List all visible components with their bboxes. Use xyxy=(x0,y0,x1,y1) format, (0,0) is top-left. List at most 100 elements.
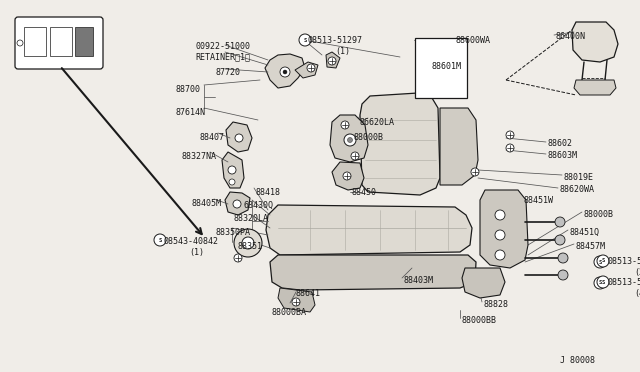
Circle shape xyxy=(228,166,236,174)
Text: 00922-51000: 00922-51000 xyxy=(195,42,250,51)
Polygon shape xyxy=(572,22,618,62)
Circle shape xyxy=(235,134,243,142)
Text: 88602: 88602 xyxy=(548,139,573,148)
Circle shape xyxy=(229,179,235,185)
Text: S: S xyxy=(158,237,162,243)
Text: 88000B: 88000B xyxy=(584,210,614,219)
Text: 88451Q: 88451Q xyxy=(570,228,600,237)
Polygon shape xyxy=(278,288,315,312)
Text: 08543-40842: 08543-40842 xyxy=(163,237,218,246)
Circle shape xyxy=(341,121,349,129)
Polygon shape xyxy=(226,122,252,152)
Text: 88320LA: 88320LA xyxy=(234,214,269,223)
Text: 86400N: 86400N xyxy=(555,32,585,41)
Polygon shape xyxy=(440,108,478,185)
Text: 88000BA: 88000BA xyxy=(272,308,307,317)
Text: 88407: 88407 xyxy=(200,133,225,142)
Polygon shape xyxy=(326,52,340,68)
Circle shape xyxy=(242,237,254,249)
Text: 88350PA: 88350PA xyxy=(215,228,250,237)
Text: 88641: 88641 xyxy=(296,289,321,298)
Circle shape xyxy=(471,168,479,176)
Circle shape xyxy=(234,229,262,257)
Polygon shape xyxy=(225,192,250,215)
Text: 87614N: 87614N xyxy=(175,108,205,117)
Polygon shape xyxy=(295,62,318,78)
Bar xyxy=(50,27,72,56)
Text: 88418: 88418 xyxy=(256,188,281,197)
Circle shape xyxy=(283,70,287,74)
Polygon shape xyxy=(480,190,528,268)
Text: 87720: 87720 xyxy=(215,68,240,77)
Text: S: S xyxy=(598,260,602,264)
Circle shape xyxy=(558,253,568,263)
Text: 68430Q: 68430Q xyxy=(244,201,274,210)
Text: 08513-51297: 08513-51297 xyxy=(607,257,640,266)
Bar xyxy=(24,27,46,56)
Circle shape xyxy=(343,172,351,180)
Text: 88000B: 88000B xyxy=(354,133,384,142)
Circle shape xyxy=(495,210,505,220)
Text: 88700: 88700 xyxy=(175,85,200,94)
Text: 88451W: 88451W xyxy=(524,196,554,205)
Circle shape xyxy=(594,277,606,289)
Circle shape xyxy=(506,144,514,152)
Polygon shape xyxy=(270,255,476,290)
Text: J 80008: J 80008 xyxy=(560,356,595,365)
Polygon shape xyxy=(462,268,505,298)
Circle shape xyxy=(555,235,565,245)
Bar xyxy=(75,27,93,56)
Text: 88457M: 88457M xyxy=(576,242,606,251)
Text: RETAINER〨1〩: RETAINER〨1〩 xyxy=(195,52,250,61)
Text: (4): (4) xyxy=(634,289,640,298)
Polygon shape xyxy=(360,93,440,195)
Polygon shape xyxy=(265,54,305,88)
Text: 88620WA: 88620WA xyxy=(560,185,595,194)
Circle shape xyxy=(558,270,568,280)
Bar xyxy=(415,38,467,98)
Circle shape xyxy=(351,152,359,160)
Circle shape xyxy=(597,276,609,288)
Text: 88450: 88450 xyxy=(352,188,377,197)
Text: 88601M: 88601M xyxy=(432,62,462,71)
Text: S: S xyxy=(598,280,602,285)
Text: 88828: 88828 xyxy=(484,300,509,309)
Text: 08513-51297: 08513-51297 xyxy=(308,36,363,45)
Text: 88600WA: 88600WA xyxy=(455,36,490,45)
Circle shape xyxy=(594,256,606,268)
Circle shape xyxy=(555,217,565,227)
Circle shape xyxy=(154,234,166,246)
Circle shape xyxy=(597,255,609,267)
Text: 88603M: 88603M xyxy=(548,151,578,160)
Text: S: S xyxy=(602,259,605,263)
Text: 08513-51297: 08513-51297 xyxy=(607,278,640,287)
Circle shape xyxy=(292,298,300,306)
Circle shape xyxy=(307,64,315,72)
Text: 88403M: 88403M xyxy=(404,276,434,285)
Text: (2): (2) xyxy=(634,268,640,277)
Text: 88019E: 88019E xyxy=(563,173,593,182)
Text: 88327NA: 88327NA xyxy=(181,152,216,161)
FancyBboxPatch shape xyxy=(15,17,103,69)
Text: 88000BB: 88000BB xyxy=(462,316,497,325)
Text: 88405M: 88405M xyxy=(192,199,222,208)
Circle shape xyxy=(348,138,353,142)
Text: S: S xyxy=(602,279,605,285)
Text: (1): (1) xyxy=(335,47,350,56)
Polygon shape xyxy=(574,80,616,95)
Circle shape xyxy=(234,254,242,262)
Circle shape xyxy=(299,34,311,46)
Circle shape xyxy=(495,230,505,240)
Circle shape xyxy=(280,67,290,77)
Circle shape xyxy=(495,250,505,260)
Circle shape xyxy=(328,57,336,65)
Text: 86620LA: 86620LA xyxy=(360,118,395,127)
Polygon shape xyxy=(330,115,368,162)
Circle shape xyxy=(233,200,241,208)
Text: 88351: 88351 xyxy=(238,242,263,251)
Circle shape xyxy=(506,131,514,139)
Polygon shape xyxy=(332,162,364,190)
Circle shape xyxy=(17,40,23,46)
Polygon shape xyxy=(222,152,244,188)
Polygon shape xyxy=(266,205,472,255)
